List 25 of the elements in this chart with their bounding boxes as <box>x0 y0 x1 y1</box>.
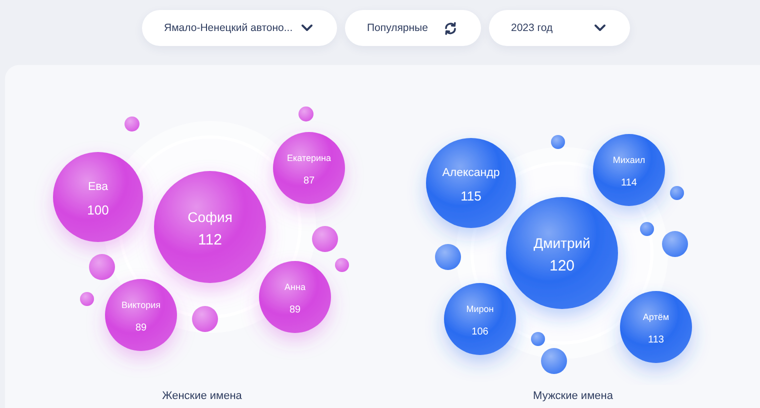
text: Женские имена <box>161 390 243 402</box>
data-label: 120 <box>549 258 575 274</box>
category-label: Александр <box>442 167 500 179</box>
text: Популярные <box>367 22 428 34</box>
data-label: 114 <box>621 178 638 188</box>
data-label: 89 <box>289 304 301 316</box>
category-label: София <box>188 209 232 225</box>
category-label: Михаил <box>612 155 646 165</box>
data-label: 113 <box>648 334 664 346</box>
data-label: 115 <box>460 188 482 204</box>
category-label: Мирон <box>466 304 494 314</box>
category-label: Дмитрий <box>534 235 590 251</box>
category-label: Виктория <box>121 300 161 310</box>
data-label: 87 <box>303 176 315 186</box>
category-label: Ева <box>88 181 109 193</box>
text: Мужские имена <box>532 390 614 402</box>
data-label: 112 <box>198 232 222 248</box>
category-label: Анна <box>284 282 306 292</box>
data-label: 106 <box>472 326 489 338</box>
data-label: 100 <box>87 202 109 218</box>
category-label: Артём <box>642 312 670 322</box>
text: 2023 год <box>511 22 553 34</box>
category-label: Екатерина <box>287 153 331 163</box>
data-label: 89 <box>135 322 147 334</box>
text: Ямало-Ненецкий автоно... <box>164 22 293 34</box>
